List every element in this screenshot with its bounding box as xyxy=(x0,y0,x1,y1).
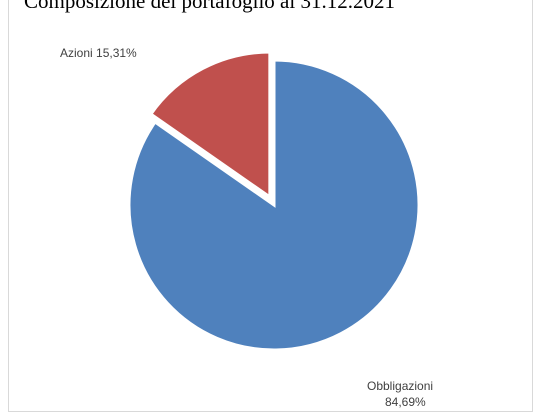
slice-label-obbligazioni-name: Obbligazioni xyxy=(367,379,433,393)
slice-label-obbligazioni-value: 84,69% xyxy=(385,395,426,409)
slice-label-azioni: Azioni 15,31% xyxy=(60,46,137,60)
pie-slice-obbligazioni xyxy=(127,58,421,352)
pie-slice-azioni xyxy=(148,50,272,200)
chart-title: Composizione del portafoglio al 31.12.20… xyxy=(24,0,395,13)
